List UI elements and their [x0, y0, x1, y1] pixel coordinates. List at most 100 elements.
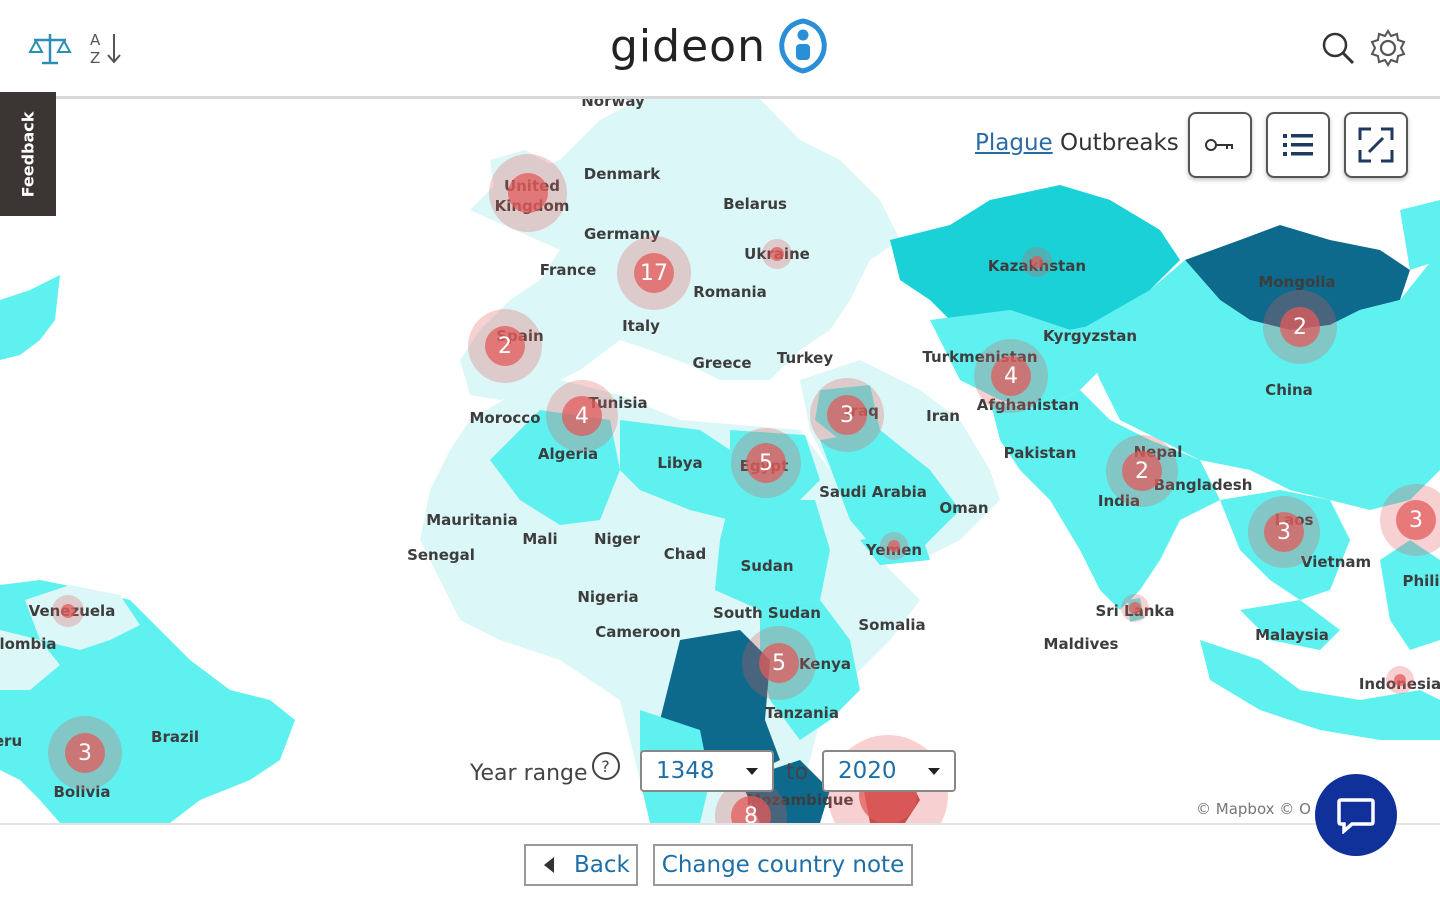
cluster-count [61, 604, 75, 618]
malaysia-shape [1240, 600, 1340, 650]
outbreak-cluster[interactable] [1121, 594, 1149, 622]
country-label: Libya [657, 454, 703, 472]
list-view-button[interactable] [1266, 112, 1330, 178]
cluster-count: 2 [1122, 451, 1162, 491]
page-footer: Back Change country note [0, 823, 1440, 902]
outbreak-cluster[interactable]: 2 [1106, 435, 1178, 507]
cluster-count [508, 173, 548, 213]
mongolia-shape [1185, 225, 1410, 330]
fullscreen-button[interactable] [1344, 112, 1408, 178]
country-label: Kyrgyzstan [1043, 327, 1137, 345]
back-arrow-icon [544, 857, 554, 873]
country-label: Maldives [1043, 635, 1119, 653]
outbreak-cluster[interactable]: 2 [468, 309, 542, 383]
year-range-label: Year range [470, 760, 588, 786]
cluster-count: 8 [731, 796, 771, 823]
country-label: Phili [1402, 572, 1440, 590]
world-map[interactable]: NorwayDenmarkUnitedKingdomBelarusGermany… [0, 99, 1440, 823]
outbreak-cluster[interactable] [52, 595, 84, 627]
app-header: A Z gideon [0, 0, 1440, 99]
country-label: Nigeria [577, 588, 639, 606]
country-label: Morocco [469, 409, 541, 427]
sort-alpha-icon[interactable]: A Z [84, 26, 128, 70]
cluster-count: 3 [1264, 512, 1304, 552]
country-label: Iran [926, 407, 960, 425]
scales-icon[interactable] [28, 26, 72, 70]
country-label: eru [0, 732, 23, 750]
country-label: Greece [692, 354, 752, 372]
gear-icon[interactable] [1366, 26, 1410, 70]
legend-key-button[interactable] [1188, 112, 1252, 178]
feedback-label: Feedback [18, 111, 38, 197]
outbreak-cluster[interactable]: 5 [742, 626, 816, 700]
outbreak-cluster[interactable] [1386, 666, 1414, 694]
year-from-select[interactable]: 1348 [640, 750, 774, 792]
country-label: Saudi Arabia [819, 483, 927, 501]
colombia-shape [0, 630, 60, 690]
country-label: Mozambique [746, 791, 854, 809]
country-label: Chad [663, 545, 707, 563]
europe-shape [460, 99, 900, 400]
country-label: Bangladesh [1153, 476, 1253, 494]
outbreak-cluster[interactable]: 3 [1380, 484, 1440, 556]
outbreak-cluster[interactable]: 3 [810, 378, 884, 452]
cluster-count [1129, 602, 1141, 614]
outbreak-cluster[interactable]: 17 [617, 236, 691, 310]
change-country-note-button[interactable]: Change country note [653, 844, 913, 886]
central-asia-shape [930, 310, 1120, 410]
list-icon [1283, 134, 1313, 156]
outbreak-cluster[interactable] [489, 154, 567, 232]
search-icon[interactable] [1316, 26, 1360, 70]
country-label: Tanzania [765, 704, 839, 722]
country-label: China [1265, 381, 1313, 399]
cluster-count: 4 [991, 356, 1031, 396]
svg-text:Z: Z [90, 49, 100, 67]
chat-button[interactable] [1315, 774, 1397, 856]
cluster-count: 2 [485, 326, 525, 366]
feedback-tab[interactable]: Feedback [0, 92, 56, 216]
libya-shape [620, 420, 730, 520]
country-label: France [539, 261, 597, 279]
country-label: Bolivia [53, 783, 111, 801]
cluster-count: 3 [1396, 500, 1436, 540]
chevron-down-icon [746, 768, 758, 775]
country-label: Romania [693, 283, 767, 301]
indonesia-shape [1200, 640, 1440, 740]
country-label: Brazil [151, 728, 199, 746]
outbreak-cluster[interactable]: 2 [1263, 290, 1337, 364]
country-label: Mongolia [1258, 273, 1336, 291]
country-label: Niger [593, 530, 641, 548]
chat-icon [1337, 798, 1375, 834]
cluster-count [770, 247, 784, 261]
logo-shield-icon [779, 18, 827, 74]
year-range-row: Year range ? [470, 752, 620, 794]
cluster-count: 3 [827, 395, 867, 435]
cluster-count: 2 [1280, 307, 1320, 347]
country-label: Somalia [858, 616, 926, 634]
outbreak-cluster[interactable]: 3 [48, 716, 122, 790]
country-label: Mali [522, 530, 558, 548]
outbreak-cluster[interactable]: 4 [546, 380, 618, 452]
gideon-logo: gideon [610, 18, 828, 74]
cluster-count: 4 [562, 396, 602, 436]
outbreak-cluster[interactable] [880, 532, 908, 560]
outbreak-cluster[interactable]: 4 [974, 339, 1048, 413]
key-icon [1205, 139, 1233, 151]
country-label: Tunisia [588, 394, 648, 412]
outbreak-cluster[interactable]: 3 [1248, 496, 1320, 568]
map-attribution[interactable]: © Mapbox © O [1196, 800, 1311, 818]
outbreak-cluster[interactable] [762, 239, 792, 269]
cluster-count [1031, 256, 1043, 268]
country-label: Algeria [537, 445, 599, 463]
back-button[interactable]: Back [524, 844, 638, 886]
year-to-select[interactable]: 2020 [822, 750, 956, 792]
help-icon[interactable]: ? [591, 752, 620, 780]
outbreak-cluster[interactable] [1022, 247, 1052, 277]
disease-link[interactable]: Plague [975, 130, 1053, 156]
country-label: Vietnam [1300, 553, 1372, 571]
country-label: Germany [583, 225, 661, 243]
outbreak-cluster[interactable]: 5 [731, 428, 801, 498]
map-title: Plague Outbreaks [975, 130, 1179, 156]
cluster-count: 5 [746, 443, 786, 483]
country-label: India [1097, 492, 1141, 510]
